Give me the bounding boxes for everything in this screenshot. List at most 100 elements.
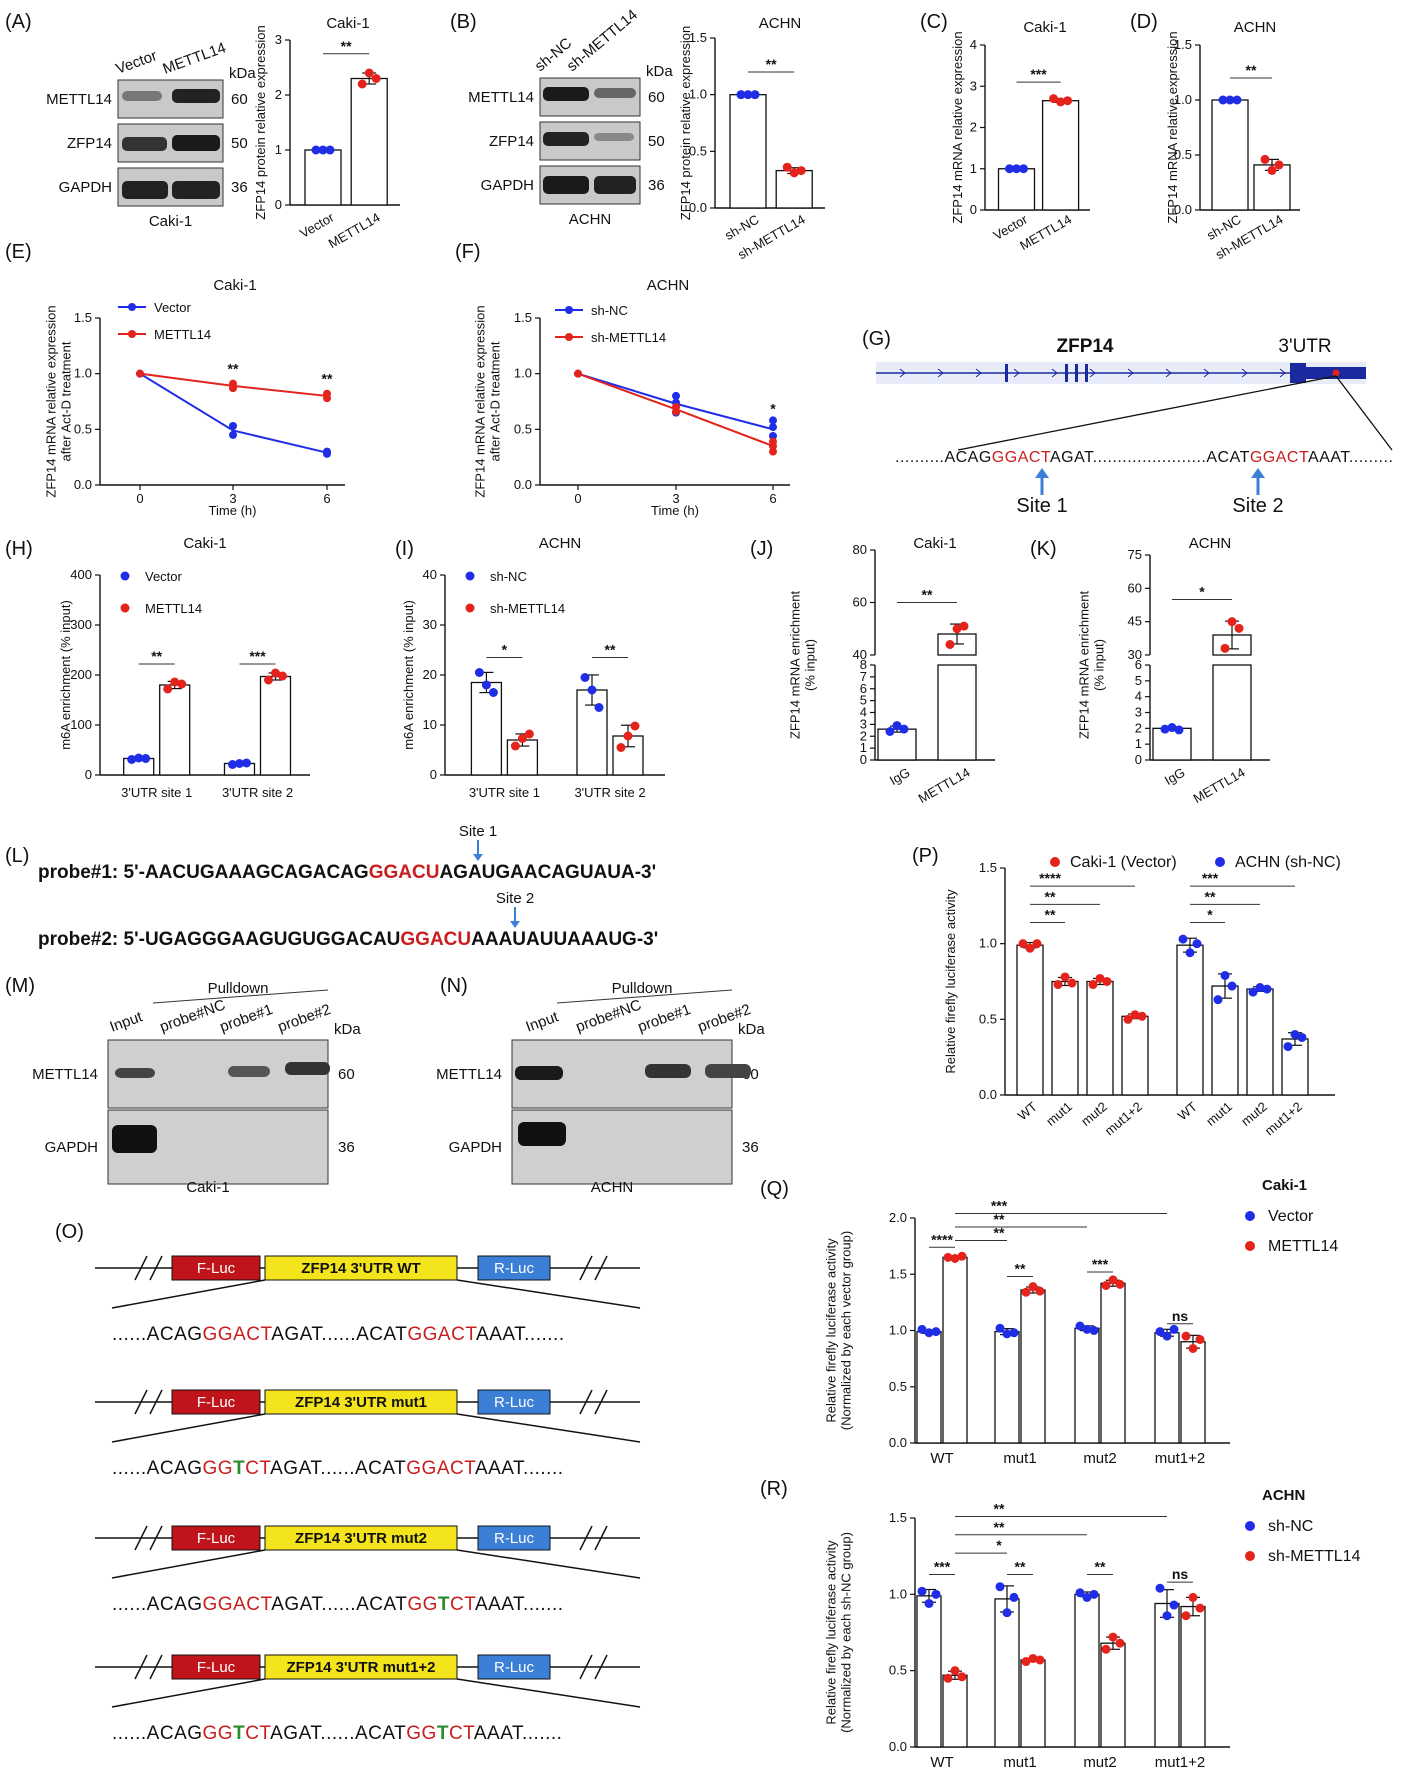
blot-band bbox=[543, 87, 589, 101]
series-line bbox=[139, 372, 328, 454]
data-point bbox=[672, 391, 680, 400]
y-tick-label: 300 bbox=[70, 617, 92, 632]
lane-label: probe#1 bbox=[218, 1001, 276, 1036]
data-point bbox=[229, 421, 237, 430]
data-point bbox=[170, 677, 180, 687]
significance-label: ** bbox=[151, 648, 162, 664]
blot-band bbox=[543, 132, 589, 146]
data-point bbox=[1035, 1286, 1045, 1296]
data-point bbox=[1123, 1014, 1133, 1024]
y-tick-label: 4 bbox=[970, 37, 977, 52]
data-point bbox=[1169, 1324, 1179, 1334]
probe-sequence: probe#2: 5'-UGAGGGAAGUGUGGACAUGGACUAAAUA… bbox=[38, 929, 658, 950]
fluc-label: F-Luc bbox=[197, 1659, 236, 1676]
significance-label: ** bbox=[1045, 906, 1056, 922]
break-mark-icon bbox=[134, 1654, 148, 1680]
y-tick-label: 0.0 bbox=[979, 1087, 997, 1102]
rluc-label: R-Luc bbox=[494, 1530, 535, 1547]
significance-label: ** bbox=[1246, 62, 1257, 78]
site-arrow-icon bbox=[1035, 468, 1049, 478]
panel-letter: (O) bbox=[55, 1221, 84, 1243]
bar bbox=[1074, 1593, 1100, 1748]
data-point bbox=[524, 729, 534, 739]
y-tick-label: 40 bbox=[423, 567, 437, 582]
kda-unit: kDa bbox=[334, 1021, 361, 1038]
lane-label: probe#NC bbox=[574, 996, 644, 1035]
data-point bbox=[1195, 1603, 1205, 1613]
x-category-label: 3'UTR site 1 bbox=[121, 785, 192, 800]
legend-label: Vector bbox=[154, 300, 192, 315]
data-point bbox=[995, 1323, 1005, 1333]
bar bbox=[1016, 944, 1044, 1096]
chart-title: Caki-1 bbox=[183, 535, 226, 552]
blot-band bbox=[518, 1122, 566, 1146]
data-point bbox=[163, 684, 173, 694]
y-tick-label: 0 bbox=[430, 767, 437, 782]
panel-letter: (J) bbox=[750, 538, 773, 560]
y-axis-label: Relative firefly luciferase activity bbox=[943, 889, 958, 1074]
legend-label: Vector bbox=[1268, 1208, 1314, 1225]
significance-label: ** bbox=[1205, 888, 1216, 904]
site-label: Site 2 bbox=[1232, 495, 1283, 517]
protein-label: GAPDH bbox=[481, 177, 534, 194]
y-tick-label: 0.5 bbox=[1174, 147, 1192, 162]
y-tick-label: 1.0 bbox=[979, 936, 997, 951]
data-point bbox=[1192, 939, 1202, 949]
data-point bbox=[1232, 95, 1242, 105]
panel-letter: (R) bbox=[760, 1478, 788, 1500]
legend-marker bbox=[128, 303, 136, 311]
bar bbox=[1074, 1327, 1100, 1444]
data-point bbox=[796, 166, 806, 176]
data-point bbox=[229, 379, 237, 388]
data-point bbox=[924, 1328, 934, 1338]
significance-label: ** bbox=[994, 1500, 1005, 1516]
strand-arrow-icon bbox=[1203, 368, 1210, 378]
chart-title: Caki-1 bbox=[213, 277, 256, 294]
y-tick-label: 1.0 bbox=[514, 366, 532, 381]
kda-label: 36 bbox=[742, 1139, 759, 1156]
y-axis-label: m6A enrichment (% input) bbox=[58, 600, 73, 750]
exon bbox=[1065, 364, 1068, 382]
data-point bbox=[242, 758, 251, 768]
bar bbox=[942, 1674, 968, 1748]
y-tick-label: 0 bbox=[970, 202, 977, 217]
zoom-line bbox=[111, 1413, 266, 1443]
x-category-label: METTL14 bbox=[916, 765, 973, 807]
legend-marker bbox=[565, 333, 573, 341]
data-point bbox=[769, 416, 777, 425]
x-category-label: IgG bbox=[887, 765, 913, 788]
significance-label: ** bbox=[1045, 888, 1056, 904]
probe-sequences: probe#1: 5'-AACUGAAAGCAGACAGGGACUAGAUGAA… bbox=[38, 823, 658, 950]
significance-label: ** bbox=[994, 1519, 1005, 1535]
fluc-label: F-Luc bbox=[197, 1530, 236, 1547]
bar bbox=[259, 675, 292, 776]
y-tick-label: 0.0 bbox=[889, 1739, 907, 1754]
data-point bbox=[1181, 1611, 1191, 1621]
data-point bbox=[271, 668, 280, 678]
data-point bbox=[1137, 1011, 1147, 1021]
legend-marker bbox=[120, 603, 130, 613]
y-tick-label: 2 bbox=[1135, 720, 1142, 735]
bar bbox=[1211, 985, 1239, 1096]
y-axis-label: ZFP14 mRNA enrichment bbox=[788, 591, 803, 739]
kda-label: 60 bbox=[338, 1066, 355, 1083]
legend-marker bbox=[1050, 857, 1060, 867]
legend-marker bbox=[1245, 1521, 1255, 1531]
strand-arrow-icon bbox=[937, 368, 944, 378]
significance-label: **** bbox=[931, 1231, 953, 1247]
data-point bbox=[141, 754, 151, 763]
break-mark-icon bbox=[594, 1255, 608, 1281]
data-point bbox=[1063, 96, 1073, 106]
break-mark-icon bbox=[134, 1525, 148, 1551]
data-point bbox=[325, 145, 335, 155]
significance-label: **** bbox=[1039, 870, 1061, 886]
utr-box bbox=[264, 1525, 458, 1551]
x-category-label: METTL14 bbox=[1191, 765, 1248, 807]
data-point bbox=[1218, 95, 1228, 105]
bar bbox=[994, 1598, 1020, 1748]
y-tick-label: 60 bbox=[853, 595, 867, 610]
x-category-label: mut1+2 bbox=[1262, 1099, 1305, 1139]
y-tick-label: 60 bbox=[1128, 580, 1142, 595]
site-label: Site 2 bbox=[496, 890, 534, 907]
